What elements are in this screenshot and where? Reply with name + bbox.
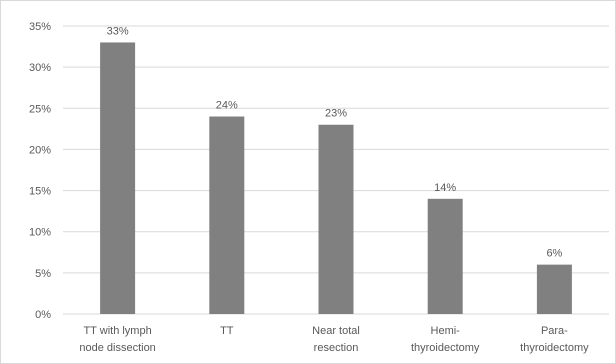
- x-category-label-line: node dissection: [79, 342, 155, 354]
- x-category-label: TT with lymph node dissection: [79, 325, 155, 354]
- x-category-label: Para-thyroidectomy: [520, 325, 589, 354]
- bar: [427, 198, 463, 314]
- y-tick-label: 25%: [29, 103, 51, 115]
- bar: [209, 116, 245, 314]
- bar: [318, 124, 354, 314]
- x-category-label-line: Hemi-: [431, 325, 461, 337]
- data-label: 14%: [434, 182, 456, 194]
- x-category-label-line: TT: [220, 325, 234, 337]
- bar: [536, 264, 572, 314]
- x-category-label-line: Para-: [541, 325, 568, 337]
- y-tick-label: 20%: [29, 144, 51, 156]
- y-tick-label: 5%: [35, 268, 51, 280]
- data-label: 24%: [216, 100, 238, 112]
- x-category-label-line: Near total: [312, 325, 360, 337]
- x-category-label: Near total resection: [312, 325, 360, 354]
- x-category-label-line: TT with lymph: [83, 325, 151, 337]
- data-label: 6%: [546, 248, 562, 260]
- y-tick-label: 30%: [29, 62, 51, 74]
- x-category-label: Hemi-thyroidectomy: [411, 325, 480, 354]
- y-tick-label: 10%: [29, 227, 51, 239]
- bar: [100, 42, 136, 314]
- x-category-label-line: resection: [314, 342, 359, 354]
- data-label: 23%: [325, 108, 347, 120]
- y-tick-label: 0%: [35, 309, 51, 321]
- x-category-label-line: thyroidectomy: [520, 342, 589, 354]
- x-category-label: TT: [220, 325, 234, 337]
- y-tick-label: 15%: [29, 186, 51, 198]
- y-tick-label: 35%: [29, 21, 51, 33]
- x-category-label-line: thyroidectomy: [411, 342, 480, 354]
- data-label: 33%: [107, 25, 129, 37]
